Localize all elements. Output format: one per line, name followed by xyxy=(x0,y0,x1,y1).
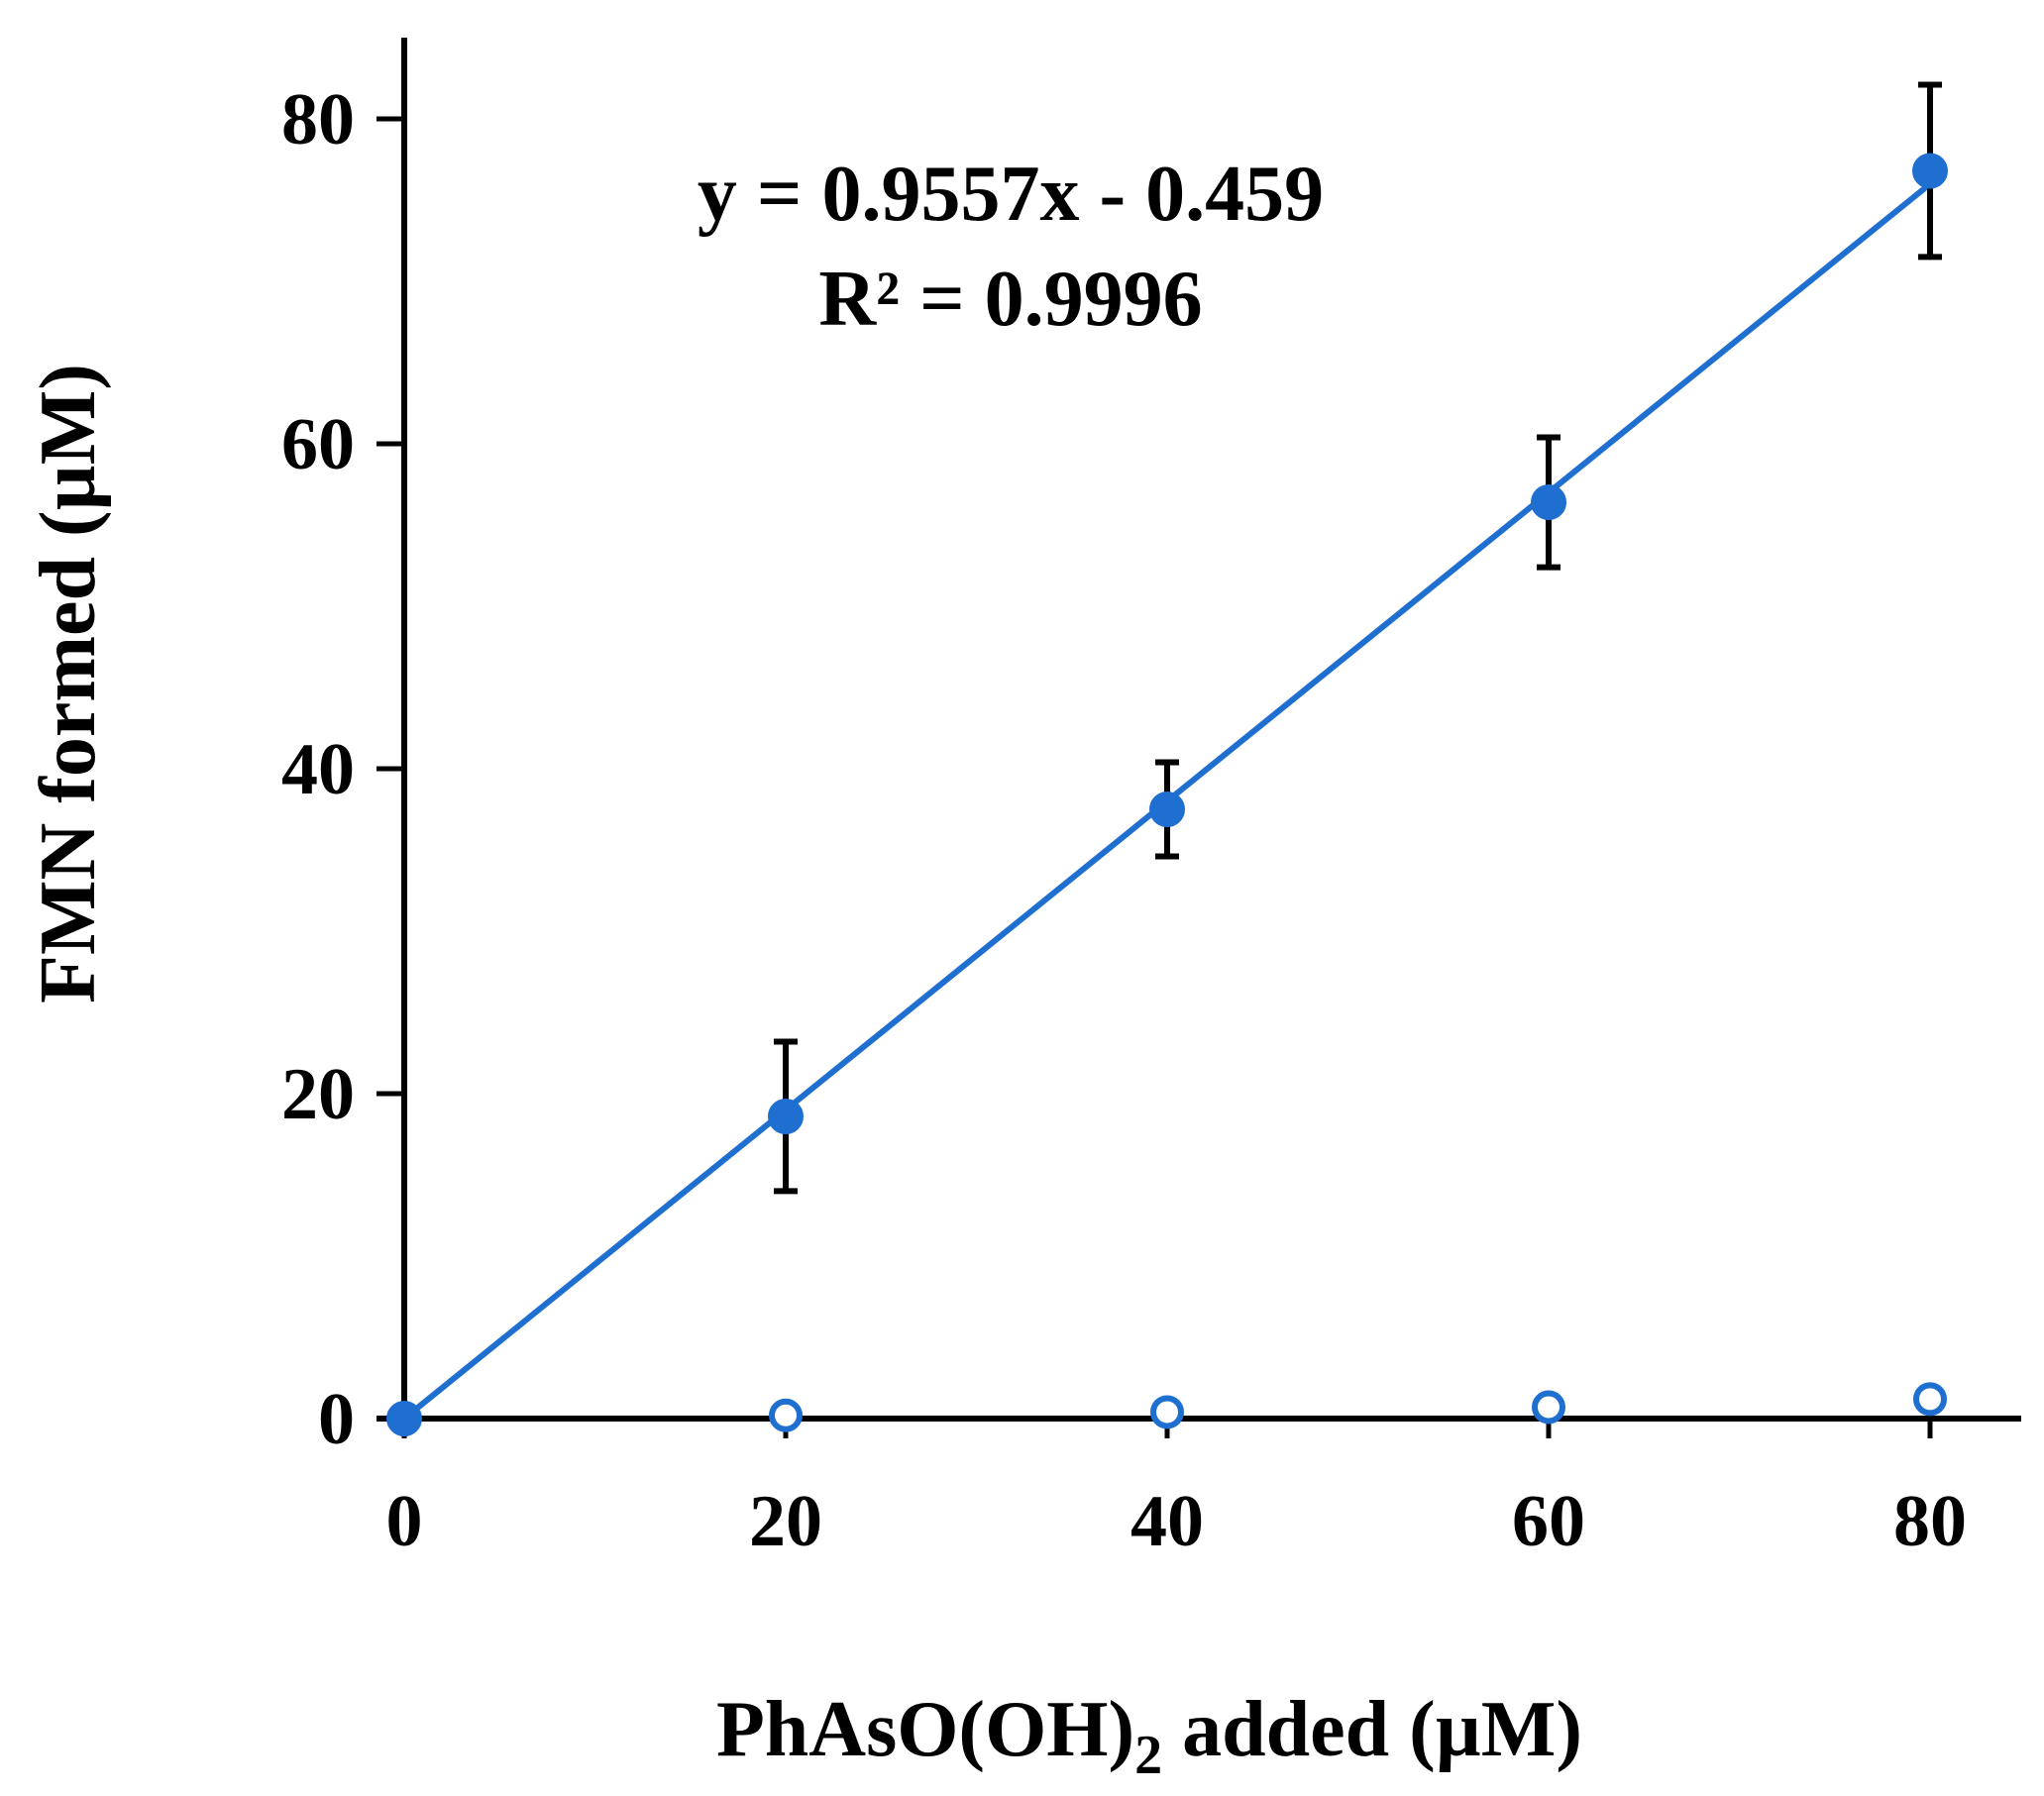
filled-point xyxy=(1531,484,1566,521)
x-tick-label: 20 xyxy=(749,1481,822,1562)
r-squared-label: R² = 0.9996 xyxy=(818,256,1202,343)
axes xyxy=(377,38,2021,1436)
y-tick-label: 0 xyxy=(318,1379,355,1460)
y-tick-label: 80 xyxy=(281,79,355,160)
filled-point xyxy=(768,1098,804,1134)
trendline-equation: y = 0.9557x - 0.459 xyxy=(698,151,1324,238)
x-tick-label: 0 xyxy=(386,1481,423,1562)
filled-point xyxy=(1912,153,1948,189)
open-point xyxy=(769,1398,803,1432)
y-axis-title: FMN formed (µM) xyxy=(25,364,112,1004)
x-tick-label: 80 xyxy=(1893,1481,1967,1562)
y-tick-label: 40 xyxy=(281,729,355,810)
x-tick-label: 60 xyxy=(1512,1481,1585,1562)
y-tick-label: 20 xyxy=(281,1054,355,1135)
filled-point xyxy=(386,1401,422,1436)
open-point xyxy=(1150,1395,1184,1429)
data-points xyxy=(386,153,1948,1436)
x-axis-title-suffix: added (µM) xyxy=(1162,1686,1582,1773)
x-axis-title-main: PhAsO(OH) xyxy=(716,1686,1134,1773)
error-bars xyxy=(774,81,1942,1195)
open-point xyxy=(1532,1390,1565,1425)
filled-point xyxy=(1149,792,1185,827)
open-point xyxy=(1913,1382,1947,1417)
x-axis-title-subscript: 2 xyxy=(1134,1725,1162,1786)
x-axis-title: PhAsO(OH)2 added (µM) xyxy=(716,1686,1582,1786)
x-tick-label: 40 xyxy=(1130,1481,1204,1562)
y-tick-label: 60 xyxy=(281,404,355,485)
